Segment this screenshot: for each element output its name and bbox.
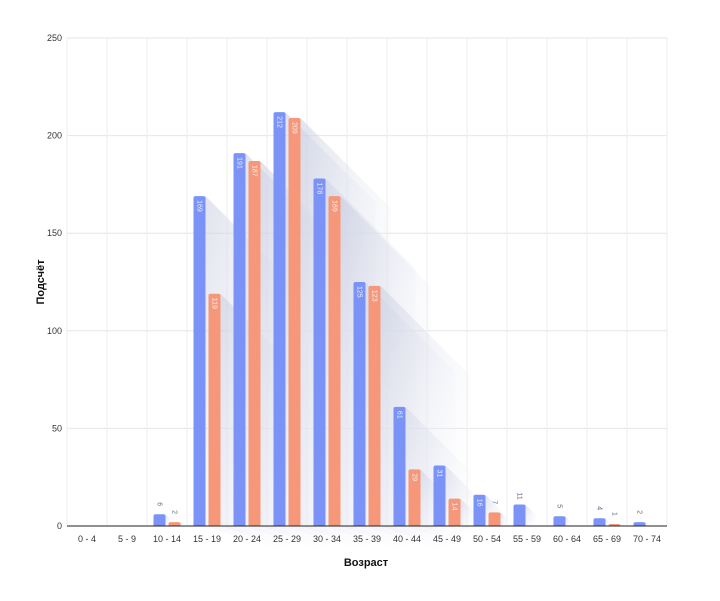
x-tick-label: 30 - 34: [313, 534, 341, 544]
bar: [193, 196, 206, 526]
bar: [288, 118, 301, 527]
x-tick-label: 65 - 69: [593, 534, 621, 544]
bar: [488, 512, 501, 526]
data-label: 7: [491, 500, 498, 504]
x-tick-label: 5 - 9: [118, 534, 136, 544]
bar: [408, 469, 421, 526]
bar: [353, 282, 366, 526]
y-tick-label: 200: [47, 131, 62, 141]
data-label: 14: [451, 503, 458, 511]
bar: [448, 498, 461, 526]
x-tick-label: 15 - 19: [193, 534, 221, 544]
x-tick-label: 45 - 49: [433, 534, 461, 544]
bar: [208, 293, 221, 526]
x-tick-label: 10 - 14: [153, 534, 181, 544]
bar-shadow: [565, 516, 571, 528]
bar: [553, 516, 566, 526]
y-tick-label: 100: [47, 326, 62, 336]
data-label: 2: [636, 510, 643, 514]
bar: [473, 494, 486, 526]
data-label: 29: [411, 473, 418, 481]
data-label: 125: [356, 286, 363, 298]
data-label: 1: [611, 512, 618, 516]
data-label: 123: [371, 290, 378, 302]
bars: [153, 112, 646, 527]
bar: [633, 522, 646, 526]
bar: [313, 178, 326, 526]
x-axis-title: Возраст: [344, 557, 389, 569]
x-tick-label: 60 - 64: [553, 534, 581, 544]
data-labels: 6 169 191 212 178 125 61 31 16 11 5 4 2 2 119 187 209 169…: [156, 116, 643, 516]
data-label: 119: [211, 298, 218, 309]
data-label: 187: [251, 165, 258, 177]
data-label: 61: [396, 411, 403, 419]
y-tick-label: 50: [52, 423, 62, 433]
x-tick-label: 55 - 59: [513, 534, 541, 544]
data-label: 31: [436, 469, 443, 477]
bar: [513, 504, 526, 526]
bar: [273, 112, 286, 527]
data-label: 169: [196, 200, 203, 212]
bar: [328, 196, 341, 526]
x-tick-label: 20 - 24: [233, 534, 261, 544]
x-tick-label: 50 - 54: [473, 534, 501, 544]
bar: [233, 153, 246, 526]
bar: [368, 285, 381, 526]
y-axis-title: Подсчёт: [35, 259, 47, 305]
x-tick-label: 40 - 44: [393, 534, 421, 544]
data-label: 5: [556, 504, 563, 508]
data-label: 178: [316, 183, 323, 195]
data-label: 16: [476, 499, 483, 507]
bar: [153, 514, 166, 526]
bar-shadow: [525, 504, 538, 531]
data-label: 11: [516, 493, 523, 500]
bar-shadow: [500, 512, 509, 529]
bar: [433, 465, 446, 526]
data-label: 209: [291, 122, 298, 134]
bar: [593, 518, 606, 526]
y-tick-label: 250: [47, 33, 62, 43]
bar-shadow: [460, 498, 476, 532]
y-tick-label: 150: [47, 228, 62, 238]
x-tick-label: 70 - 74: [633, 534, 661, 544]
x-tick-label: 0 - 4: [78, 534, 96, 544]
data-label: 4: [596, 506, 603, 510]
bar: [393, 406, 406, 526]
x-tick-label: 35 - 39: [353, 534, 381, 544]
bar: [248, 160, 261, 526]
x-tick-label: 25 - 29: [273, 534, 301, 544]
bar: [168, 522, 181, 526]
data-label: 212: [276, 116, 283, 128]
data-label: 2: [171, 510, 178, 514]
y-tick-label: 0: [57, 521, 62, 531]
data-label: 191: [236, 157, 243, 169]
data-label: 6: [156, 502, 163, 506]
axes: 0 50 100 150 200 250 0 - 4 5 - 9 10 - 14 15 - 19 2…: [47, 33, 667, 544]
data-label: 169: [331, 200, 338, 212]
